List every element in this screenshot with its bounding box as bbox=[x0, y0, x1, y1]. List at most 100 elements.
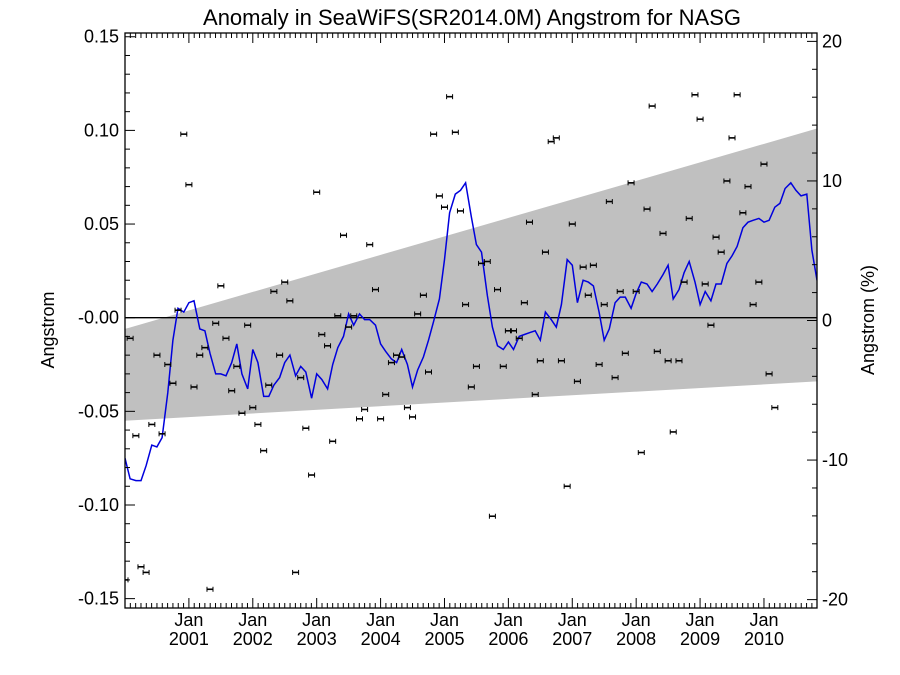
data-point bbox=[222, 335, 230, 341]
x-tick-label-year: 2006 bbox=[488, 629, 528, 649]
data-point bbox=[680, 279, 688, 285]
data-point bbox=[169, 380, 177, 386]
data-point bbox=[494, 287, 502, 293]
data-point bbox=[589, 262, 597, 268]
data-point bbox=[132, 433, 140, 439]
data-point bbox=[137, 564, 145, 570]
data-point bbox=[430, 131, 438, 137]
data-point bbox=[340, 232, 348, 238]
data-point bbox=[142, 569, 150, 575]
data-point bbox=[712, 234, 720, 240]
data-point bbox=[361, 406, 369, 412]
x-tick-label-month: Jan bbox=[366, 610, 395, 630]
data-point bbox=[696, 116, 704, 122]
data-point bbox=[276, 352, 284, 358]
data-point bbox=[749, 302, 757, 308]
data-point bbox=[249, 405, 257, 411]
data-point bbox=[552, 135, 560, 141]
x-tick-label-month: Jan bbox=[430, 610, 459, 630]
data-point bbox=[382, 391, 390, 397]
data-point bbox=[605, 199, 613, 205]
data-point bbox=[377, 416, 385, 422]
data-point bbox=[345, 324, 353, 330]
data-point bbox=[488, 513, 496, 519]
x-tick-label-month: Jan bbox=[238, 610, 267, 630]
data-point bbox=[541, 249, 549, 255]
data-point bbox=[525, 219, 533, 225]
chart-title: Anomaly in SeaWiFS(SR2014.0M) Angstrom f… bbox=[203, 5, 741, 30]
data-point bbox=[547, 139, 555, 145]
y-right-tick-label: -20 bbox=[822, 590, 848, 610]
data-point bbox=[675, 358, 683, 364]
x-tick-label-month: Jan bbox=[686, 610, 715, 630]
data-point bbox=[174, 307, 182, 313]
data-point bbox=[573, 378, 581, 384]
x-tick-label-year: 2002 bbox=[233, 629, 273, 649]
data-point bbox=[456, 208, 464, 214]
data-point bbox=[739, 210, 747, 216]
x-tick-label-year: 2008 bbox=[616, 629, 656, 649]
data-point bbox=[771, 405, 779, 411]
data-point bbox=[260, 448, 268, 454]
x-tick-label-month: Jan bbox=[494, 610, 523, 630]
data-point bbox=[637, 450, 645, 456]
data-point bbox=[318, 332, 326, 338]
data-point bbox=[760, 161, 768, 167]
data-point bbox=[190, 384, 198, 390]
data-point bbox=[472, 363, 480, 369]
data-point bbox=[356, 416, 364, 422]
y-tick-label: -0.05 bbox=[78, 401, 119, 421]
data-point bbox=[313, 189, 321, 195]
data-point bbox=[201, 345, 209, 351]
data-point bbox=[563, 483, 571, 489]
data-point bbox=[669, 429, 677, 435]
data-point bbox=[297, 375, 305, 381]
data-point bbox=[292, 569, 300, 575]
data-point bbox=[350, 313, 358, 319]
plot-clip-group bbox=[125, 92, 817, 592]
data-point bbox=[653, 348, 661, 354]
data-point bbox=[632, 288, 640, 294]
data-point bbox=[707, 322, 715, 328]
data-point bbox=[212, 320, 220, 326]
y-right-tick-label: -10 bbox=[822, 450, 848, 470]
data-point bbox=[536, 358, 544, 364]
x-tick-label-month: Jan bbox=[749, 610, 778, 630]
data-point bbox=[733, 92, 741, 98]
data-point bbox=[664, 358, 672, 364]
data-point bbox=[435, 193, 443, 199]
x-tick-label-year: 2007 bbox=[552, 629, 592, 649]
data-point bbox=[446, 94, 454, 100]
data-point bbox=[324, 343, 332, 349]
data-point bbox=[238, 410, 246, 416]
data-point bbox=[371, 287, 379, 293]
data-point bbox=[467, 384, 475, 390]
data-point bbox=[611, 375, 619, 381]
y-tick-label: 0.05 bbox=[84, 214, 119, 234]
y-tick-label: -0.00 bbox=[78, 308, 119, 328]
data-point bbox=[228, 388, 236, 394]
x-tick-label-year: 2009 bbox=[680, 629, 720, 649]
data-point bbox=[196, 352, 204, 358]
y-tick-label: -0.15 bbox=[78, 589, 119, 609]
data-point bbox=[217, 283, 225, 289]
data-point bbox=[164, 362, 172, 368]
data-point bbox=[244, 322, 252, 328]
data-point bbox=[701, 281, 709, 287]
data-point bbox=[483, 259, 491, 265]
y-tick-label: 0.15 bbox=[84, 27, 119, 47]
y-right-tick-label: 20 bbox=[822, 31, 842, 51]
y-tick-label: -0.10 bbox=[78, 495, 119, 515]
x-tick-label-month: Jan bbox=[302, 610, 331, 630]
x-tick-label-year: 2005 bbox=[424, 629, 464, 649]
x-tick-label-month: Jan bbox=[174, 610, 203, 630]
data-point bbox=[621, 350, 629, 356]
data-point bbox=[717, 249, 725, 255]
data-point bbox=[595, 362, 603, 368]
data-point bbox=[691, 92, 699, 98]
data-point bbox=[302, 425, 310, 431]
data-point bbox=[254, 421, 262, 427]
data-point bbox=[648, 103, 656, 109]
data-point bbox=[180, 131, 188, 137]
